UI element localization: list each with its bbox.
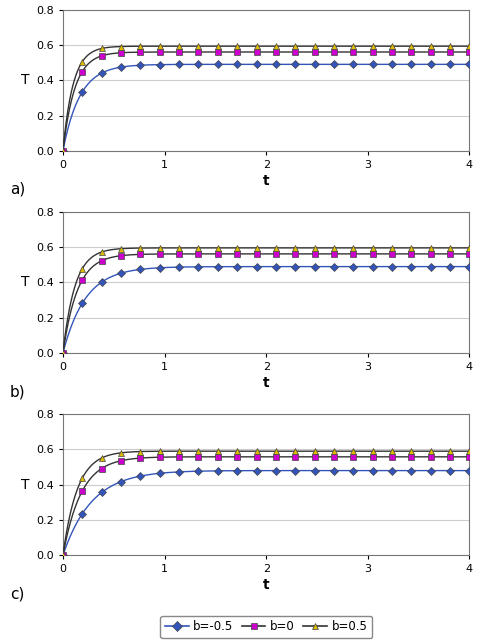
X-axis label: t: t [263,174,270,188]
Y-axis label: T: T [21,276,29,289]
Text: a): a) [10,182,25,197]
Y-axis label: T: T [21,73,29,87]
X-axis label: t: t [263,376,270,390]
Legend: b=-0.5, b=0, b=0.5: b=-0.5, b=0, b=0.5 [160,616,372,638]
Y-axis label: T: T [21,478,29,492]
X-axis label: t: t [263,578,270,592]
Text: b): b) [10,384,26,399]
Text: c): c) [10,586,25,601]
